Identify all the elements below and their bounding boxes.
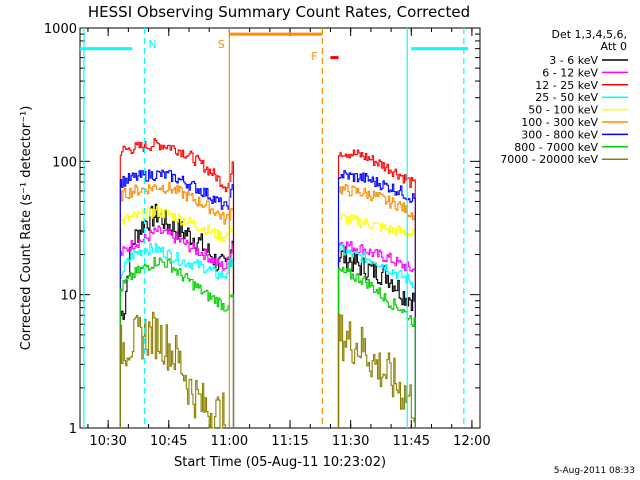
plot-area: 10:30 10:45 11:00 11:15 11:30 11:45 12:00 1 10 10… xyxy=(44,22,491,449)
plot-frame xyxy=(79,27,481,429)
x-axis-label: Start Time (05-Aug-11 10:23:02) xyxy=(174,455,386,470)
series-line-800-7000kev xyxy=(337,266,416,428)
series-line-800-7000kev xyxy=(119,256,235,428)
x-tick-label: 10:30 xyxy=(89,434,126,449)
x-tick-label: 11:00 xyxy=(211,434,248,449)
series-line-100-300kev xyxy=(119,182,235,428)
legend-label: 50 - 100 keV xyxy=(528,104,598,117)
series-line-3-6kev xyxy=(337,246,416,428)
y-axis-label: Corrected Count Rate (s⁻¹ detector⁻¹) xyxy=(19,106,34,351)
series-line-50-100kev xyxy=(119,205,235,428)
series-line-6-12kev xyxy=(119,225,235,428)
marker-label-f: F xyxy=(311,50,317,63)
y-tick-label: 1 xyxy=(69,422,77,437)
series-line-100-300kev xyxy=(337,184,416,428)
series-line-12-25kev xyxy=(119,138,235,428)
legend-label: 25 - 50 keV xyxy=(535,91,598,104)
series-line-25-50kev xyxy=(337,243,416,428)
legend-header-line-2: Att 0 xyxy=(601,40,627,53)
marker-label-n: N xyxy=(148,38,156,51)
x-tick-label: 11:45 xyxy=(393,434,430,449)
legend-header-line-1: Det 1,3,4,5,6, xyxy=(551,28,627,41)
legend-label: 3 - 6 keV xyxy=(549,54,598,67)
series-line-7000-20000kev xyxy=(119,311,226,429)
series-line-7000-20000kev xyxy=(337,313,416,428)
legend-label: 300 - 800 keV xyxy=(521,128,598,141)
legend-label: 100 - 300 keV xyxy=(521,116,598,129)
series-line-300-800kev xyxy=(119,169,235,428)
y-tick-label: 100 xyxy=(52,155,77,170)
legend-label: 6 - 12 keV xyxy=(542,66,598,79)
marker-label-s: S xyxy=(218,38,225,51)
series-line-300-800kev xyxy=(337,170,416,428)
x-tick-label: 12:00 xyxy=(453,434,490,449)
legend-label: 800 - 7000 keV xyxy=(514,141,598,154)
y-tick-label: 1000 xyxy=(44,22,77,37)
y-tick-label: 10 xyxy=(60,289,77,304)
series-line-50-100kev xyxy=(337,213,416,428)
series-line-25-50kev xyxy=(119,242,235,428)
footer-timestamp: 5-Aug-2011 08:33 xyxy=(554,466,635,476)
legend-label: 12 - 25 keV xyxy=(535,79,598,92)
x-tick-label: 11:15 xyxy=(271,434,308,449)
x-tick-label: 10:45 xyxy=(150,434,187,449)
chart-title: HESSI Observing Summary Count Rates, Cor… xyxy=(88,3,470,21)
legend-label: 7000 - 20000 keV xyxy=(500,153,598,166)
series-line-6-12kev xyxy=(337,241,416,428)
series-line-12-25kev xyxy=(337,149,416,428)
x-tick-label: 11:30 xyxy=(332,434,369,449)
